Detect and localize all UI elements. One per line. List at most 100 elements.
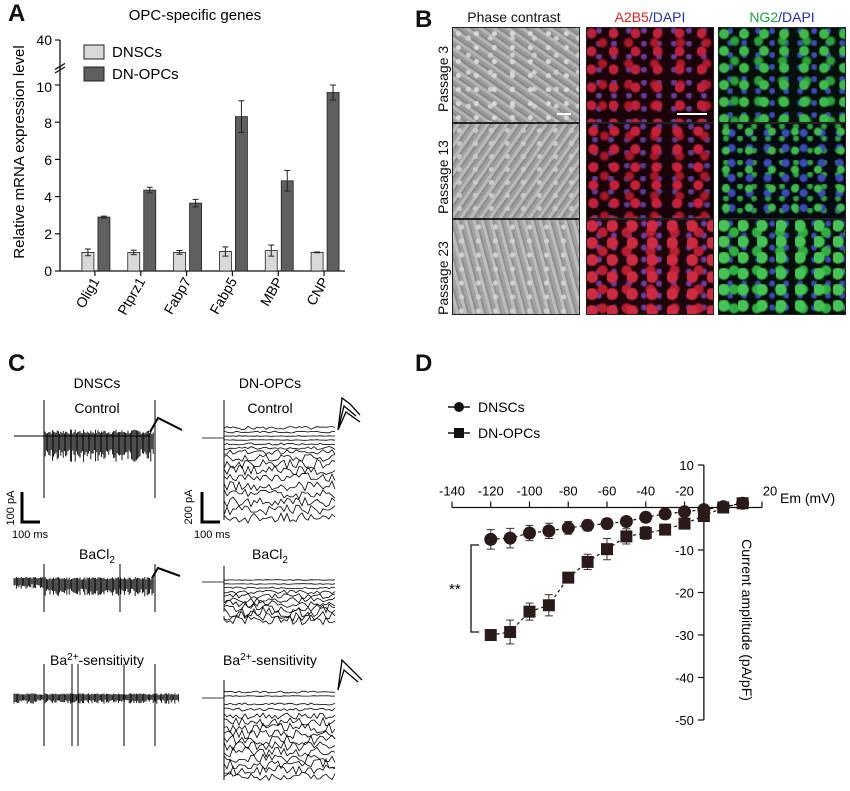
ytick-label: 2	[44, 226, 52, 242]
x-tick-label: 20	[763, 484, 777, 499]
condition-label-bacl2-right: BaCl2	[252, 546, 288, 566]
condition-label-control-right: Control	[247, 400, 292, 416]
error-bar	[192, 198, 199, 208]
ba-rest: -sensitivity	[79, 652, 144, 668]
bacl-base: BaCl	[252, 546, 282, 562]
ytick-label: 4	[44, 189, 52, 205]
trace-family-sensitivity-dnopcs	[202, 690, 336, 782]
trace-title-dnopcs: DN-OPCs	[239, 375, 301, 391]
error-bar	[330, 84, 337, 101]
ytick-label: 40	[36, 32, 52, 48]
data-point-dnscs	[484, 532, 498, 546]
data-point-dnopcs	[581, 555, 594, 568]
chart-d-axes: -140 -120 -100 -80 -60 -40 -20 20 10 -10 -20 -30 -40…	[439, 458, 777, 728]
stim-artifacts-control-left	[43, 400, 156, 498]
x-tick-label: -80	[559, 484, 578, 499]
x-tick-label: -120	[478, 484, 504, 499]
ytick-label: 0	[44, 263, 52, 279]
data-point-dnopcs	[620, 530, 633, 543]
data-point-dnopcs	[484, 629, 497, 641]
significance-bracket	[470, 544, 479, 633]
ytick-label: 8	[44, 115, 52, 131]
error-bar	[222, 246, 229, 257]
scale-label-right-y: 200 pA	[183, 489, 195, 525]
bacl-sub: 2	[109, 555, 115, 566]
data-point-dnopcs	[717, 501, 730, 514]
x-tick-label: -140	[439, 484, 465, 499]
condition-label-ba-sensitivity-left: Ba2+-sensitivity	[50, 652, 144, 668]
chart-a-legend: DNSCs DN-OPCs	[83, 44, 179, 83]
chart-d-ylabel: Current amplitude (pA/pF)	[739, 539, 755, 701]
ba-rest: -sensitivity	[252, 652, 317, 668]
scale-label-left-x: 100 ms	[12, 529, 49, 541]
stim-artifacts-sensitivity-left	[43, 664, 156, 746]
data-point-dnscs	[658, 507, 672, 521]
data-point-dnscs	[639, 510, 653, 524]
condition-label-control-left: Control	[74, 400, 119, 416]
error-bar	[176, 250, 183, 255]
tail-bacl-left	[151, 566, 181, 579]
data-point-dnopcs	[504, 626, 517, 639]
panel-letter-d: D	[415, 350, 433, 377]
error-bar	[268, 244, 275, 257]
chart-a-bars	[81, 84, 340, 272]
data-point-dnscs	[523, 526, 536, 540]
chart-d-xlabel: Em (mV)	[780, 490, 835, 506]
significance-label: **	[449, 581, 461, 598]
y-tick-label: -20	[675, 586, 694, 601]
tail-sensitivity-right	[337, 658, 363, 691]
data-point-dnopcs	[697, 510, 710, 522]
scale-label-left-y: 100 pA	[5, 490, 17, 526]
error-bar	[146, 186, 153, 194]
error-bar	[284, 170, 291, 192]
data-point-dnopcs	[601, 543, 613, 556]
condition-label-bacl2-left: BaCl2	[79, 546, 115, 566]
bacl-base: BaCl	[79, 546, 109, 562]
ytick-label: 10	[36, 79, 52, 95]
tail-control-left	[149, 416, 183, 433]
data-point-dnopcs	[542, 599, 555, 612]
data-point-dnopcs	[523, 605, 536, 618]
data-point-dnopcs	[562, 571, 575, 584]
data-point-dnopcs	[639, 527, 652, 539]
error-bar	[100, 215, 107, 219]
axis-break-mark	[54, 62, 66, 74]
condition-label-ba-sensitivity-right: Ba2+-sensitivity	[223, 652, 317, 668]
x-tick-label: -20	[675, 484, 694, 499]
tail-control-right	[337, 396, 361, 431]
error-bar	[84, 248, 91, 257]
scale-bar-right	[200, 492, 220, 524]
ba-base: Ba	[50, 652, 67, 668]
patch-clamp-traces: DNSCs DN-OPCs Control Control BaCl2 BaCl…	[5, 375, 363, 782]
data-point-dnscs	[561, 521, 575, 535]
y-tick-label: -40	[675, 671, 694, 686]
y-tick-label: 10	[679, 458, 693, 473]
chart-a-yticks: 0 2 4 6 8 10 40	[36, 32, 52, 279]
current-traces	[13, 396, 363, 782]
trace-family-bacl-dnopcs	[202, 579, 336, 626]
ytick-label: 6	[44, 152, 52, 168]
panel-letter-a: A	[8, 0, 26, 27]
scale-bar-left	[20, 492, 40, 524]
ba-sup: 2+	[67, 652, 79, 663]
y-tick-label: -30	[675, 628, 694, 643]
data-point-dnscs	[503, 531, 517, 545]
trace-title-dnscs: DNSCs	[74, 375, 121, 391]
bacl-sub: 2	[282, 555, 288, 566]
scale-label-right-x: 100 ms	[194, 529, 231, 541]
chart-a-ylabel: Relative mRNA expression level	[11, 45, 28, 258]
data-point-dnopcs	[678, 517, 691, 530]
legend-label-dnopcs: DN-OPCs	[478, 425, 540, 441]
error-bar	[130, 249, 137, 256]
trace-family-control-dnopcs	[202, 425, 336, 524]
legend-swatch-dnscs	[83, 44, 105, 60]
legend-marker-dnopcs	[454, 428, 464, 438]
panel-letter-b: B	[415, 6, 433, 33]
legend-marker-dnscs	[454, 402, 464, 412]
x-tick-label: -40	[636, 484, 655, 499]
data-point-dnscs	[600, 517, 614, 531]
data-point-dnscs	[678, 505, 691, 519]
bar-chart-opc-genes: OPC-specific genes DNSCs DN-OPCs Relativ…	[11, 7, 345, 318]
legend-label-dnscs: DNSCs	[478, 399, 525, 415]
